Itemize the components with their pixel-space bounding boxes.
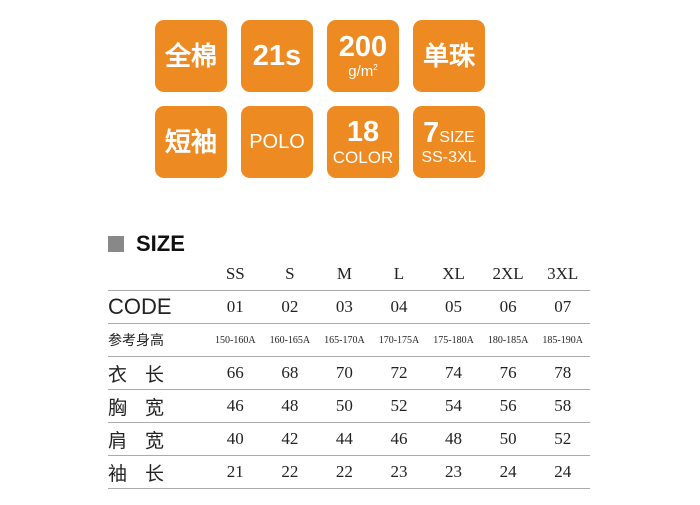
- table-cell: 76: [480, 356, 536, 390]
- header-cell: M: [317, 258, 372, 291]
- table-cell: 66: [208, 356, 263, 390]
- row-label: CODE: [108, 290, 208, 324]
- badge-suffix: SIZE: [439, 128, 475, 146]
- table-row: 胸宽 46 48 50 52 54 56 58: [108, 389, 590, 423]
- table-cell: 72: [371, 356, 427, 390]
- table-cell: 06: [480, 290, 536, 324]
- badge-text: 全棉: [164, 41, 217, 71]
- badge-text: 7: [423, 116, 440, 149]
- table-cell: 01: [208, 290, 263, 324]
- table-cell: 52: [535, 422, 590, 456]
- table-row: 肩宽 40 42 44 46 48 50 52: [108, 422, 590, 456]
- table-cell: 40: [208, 422, 263, 456]
- table-cell: 02: [262, 290, 318, 324]
- table-cell: 165-170A: [317, 323, 372, 357]
- badge-weight: 200 g/m2: [327, 20, 399, 92]
- table-cell: 74: [426, 356, 481, 390]
- header-cell: L: [371, 258, 427, 291]
- table-row: 袖长 21 22 22 23 23 24 24: [108, 455, 590, 489]
- table-cell: 50: [480, 422, 536, 456]
- table-row: 衣长 66 68 70 72 74 76 78: [108, 356, 590, 390]
- header-cell: 2XL: [480, 258, 536, 291]
- table-header-row: SS S M L XL 2XL 3XL: [108, 258, 590, 291]
- badge-colors: 18 COLOR: [327, 106, 399, 178]
- row-label: 肩宽: [108, 422, 208, 456]
- size-table: SS S M L XL 2XL 3XL CODE 01 02 03 04 05 06 07 参考…: [108, 258, 590, 489]
- table-cell: 175-180A: [426, 323, 481, 357]
- badge-text: POLO: [249, 131, 305, 153]
- table-cell: 50: [317, 389, 372, 423]
- badge-sizes: 7SIZE SS-3XL: [413, 106, 485, 178]
- table-cell: 24: [480, 455, 536, 489]
- table-cell: 46: [208, 389, 263, 423]
- table-cell: 24: [535, 455, 590, 489]
- table-cell: 70: [317, 356, 372, 390]
- table-cell: 78: [535, 356, 590, 390]
- table-cell: 46: [371, 422, 427, 456]
- row-label: 袖长: [108, 455, 208, 489]
- table-cell: 21: [208, 455, 263, 489]
- header-cell: XL: [426, 258, 481, 291]
- table-cell: 22: [262, 455, 318, 489]
- table-row: 参考身高 150-160A 160-165A 165-170A 170-175A 175-…: [108, 323, 590, 357]
- header-blank: [108, 258, 208, 291]
- table-cell: 170-175A: [371, 323, 427, 357]
- table-cell: 185-190A: [535, 323, 590, 357]
- square-bullet-icon: [108, 236, 124, 252]
- badge-unit-sup: 2: [373, 63, 378, 72]
- badge-sleeve: 短袖: [155, 106, 227, 178]
- header-cell: S: [262, 258, 318, 291]
- section-title: SIZE: [108, 231, 185, 257]
- table-cell: 52: [371, 389, 427, 423]
- table-cell: 42: [262, 422, 318, 456]
- table-cell: 23: [371, 455, 427, 489]
- row-label: 参考身高: [108, 323, 208, 357]
- badge-text: 200: [338, 31, 388, 63]
- table-cell: 58: [535, 389, 590, 423]
- badge-sub: COLOR: [332, 148, 394, 167]
- table-cell: 150-160A: [208, 323, 263, 357]
- section-title-text: SIZE: [136, 231, 185, 256]
- badge-fabric: 单珠: [413, 20, 485, 92]
- table-cell: 22: [317, 455, 372, 489]
- badge-text: 短袖: [164, 127, 217, 157]
- table-cell: 180-185A: [480, 323, 536, 357]
- badge-text: 21s: [252, 39, 302, 72]
- badge-text: 18: [346, 116, 380, 148]
- table-cell: 56: [480, 389, 536, 423]
- badge-yarn: 21s: [241, 20, 313, 92]
- table-cell: 07: [535, 290, 590, 324]
- badge-sub: SS-3XL: [421, 148, 477, 166]
- row-label: 胸宽: [108, 389, 208, 423]
- table-cell: 23: [426, 455, 481, 489]
- table-cell: 05: [426, 290, 481, 324]
- badge-style: POLO: [241, 106, 313, 178]
- table-cell: 44: [317, 422, 372, 456]
- header-cell: SS: [208, 258, 263, 291]
- table-cell: 48: [426, 422, 481, 456]
- badge-unit: g/m: [348, 63, 374, 80]
- header-cell: 3XL: [535, 258, 590, 291]
- table-row: CODE 01 02 03 04 05 06 07: [108, 290, 590, 324]
- badge-text: 单珠: [422, 41, 475, 71]
- table-cell: 160-165A: [262, 323, 318, 357]
- table-cell: 04: [371, 290, 427, 324]
- badge-cotton: 全棉: [155, 20, 227, 92]
- table-cell: 54: [426, 389, 481, 423]
- table-cell: 48: [262, 389, 318, 423]
- row-label: 衣长: [108, 356, 208, 390]
- table-cell: 03: [317, 290, 372, 324]
- table-cell: 68: [262, 356, 318, 390]
